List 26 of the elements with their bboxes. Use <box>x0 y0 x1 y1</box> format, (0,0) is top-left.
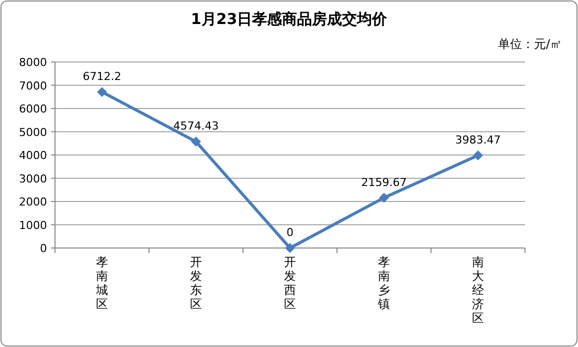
y-tick-label: 3000 <box>19 172 47 186</box>
y-tick-label: 1000 <box>19 218 47 232</box>
data-label: 6712.2 <box>82 70 122 83</box>
data-label: 0 <box>286 226 294 239</box>
y-tick-label: 0 <box>40 242 47 255</box>
x-tick-label: 南大经济区 <box>472 255 484 325</box>
x-tick-label: 孝南城区 <box>95 255 108 311</box>
text: 单位：元/㎡ <box>498 37 562 51</box>
point <box>191 136 201 147</box>
x-tick-label: 开发西区 <box>284 255 296 311</box>
y-tick-label: 8000 <box>19 56 47 69</box>
x-tick-label: 开发东区 <box>190 255 202 311</box>
point <box>285 243 295 253</box>
chart-title: 1月23日孝感商品房成交均价 <box>190 10 388 28</box>
data-label: 2159.67 <box>361 176 407 189</box>
data-label: 4574.43 <box>173 120 219 133</box>
x-tick-label: 孝南乡镇 <box>377 255 390 311</box>
y-tick-label: 7000 <box>19 79 47 92</box>
y-tick-label: 6000 <box>19 102 47 116</box>
y-tick-label: 4000 <box>19 149 47 162</box>
point <box>97 86 107 97</box>
y-tick-label: 5000 <box>19 126 47 139</box>
y-tick-label: 2000 <box>19 196 47 208</box>
data-label: 3983.47 <box>455 133 501 146</box>
point <box>379 192 389 203</box>
point <box>473 150 483 160</box>
